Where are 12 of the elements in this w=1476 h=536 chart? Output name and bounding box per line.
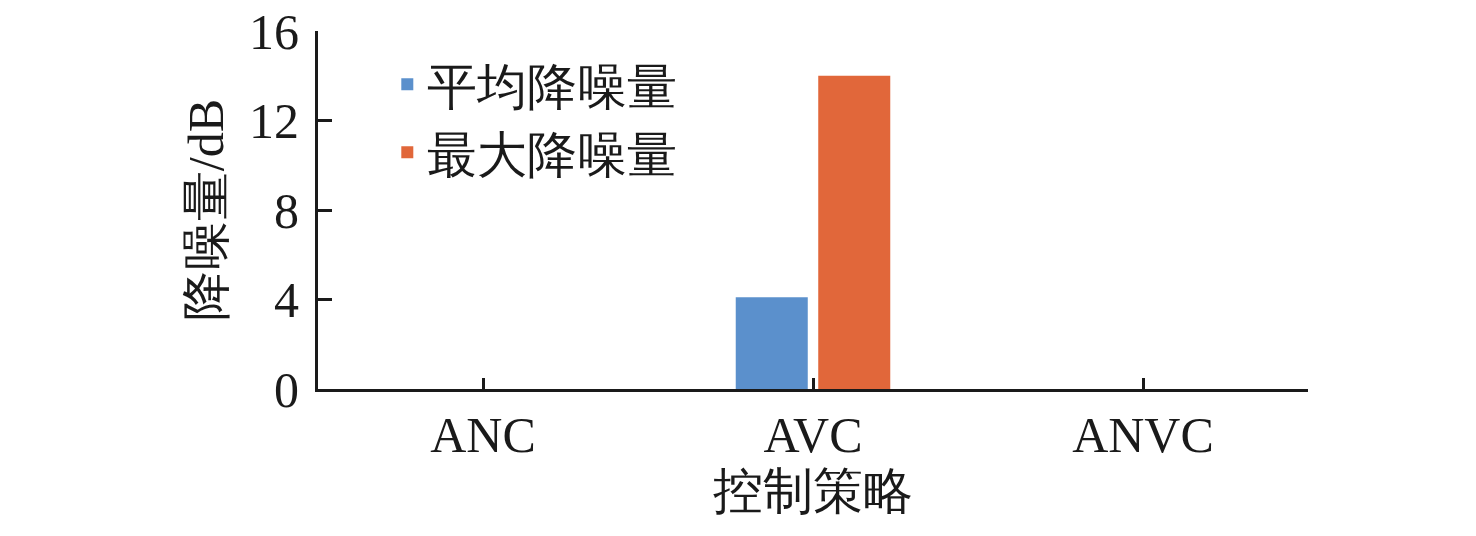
x-axis-title: 控制策略 (713, 463, 913, 519)
y-tick-label: 8 (274, 182, 299, 239)
y-tick-label: 12 (249, 93, 299, 149)
x-tick-label: AVC (763, 407, 863, 463)
y-tick-label: 0 (274, 361, 299, 418)
x-tick-label: ANC (430, 407, 536, 463)
y-tick-label: 16 (249, 3, 299, 60)
legend-label: 最大降噪量 (427, 126, 678, 183)
legend-label: 平均降噪量 (427, 58, 678, 115)
y-tick-label: 4 (274, 272, 299, 328)
x-tick-label: ANVC (1072, 407, 1214, 463)
y-axis-title: 降噪量/dB (178, 98, 234, 322)
